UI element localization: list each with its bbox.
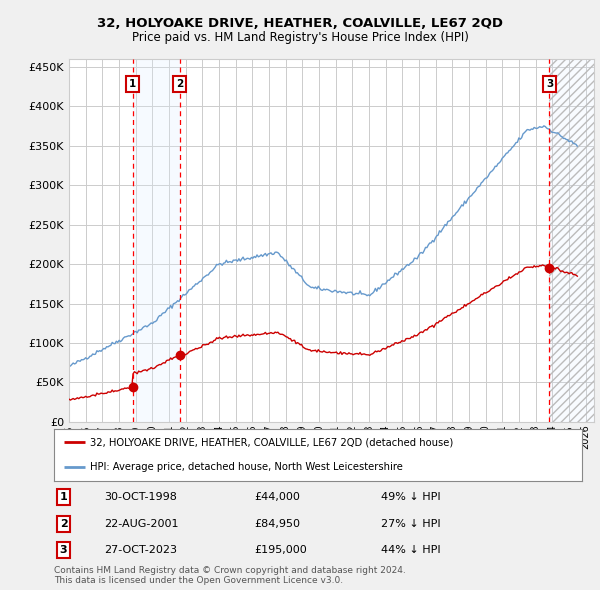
Text: 32, HOLYOAKE DRIVE, HEATHER, COALVILLE, LE67 2QD (detached house): 32, HOLYOAKE DRIVE, HEATHER, COALVILLE, … [90, 437, 453, 447]
Text: 1: 1 [59, 492, 67, 502]
Text: HPI: Average price, detached house, North West Leicestershire: HPI: Average price, detached house, Nort… [90, 463, 403, 473]
Text: 1: 1 [129, 80, 136, 90]
Text: 44% ↓ HPI: 44% ↓ HPI [382, 545, 441, 555]
Text: 3: 3 [59, 545, 67, 555]
Text: £195,000: £195,000 [254, 545, 307, 555]
Text: 32, HOLYOAKE DRIVE, HEATHER, COALVILLE, LE67 2QD: 32, HOLYOAKE DRIVE, HEATHER, COALVILLE, … [97, 17, 503, 30]
Text: 30-OCT-1998: 30-OCT-1998 [104, 492, 177, 502]
Text: 2: 2 [59, 519, 67, 529]
Text: 3: 3 [546, 80, 553, 90]
Text: 2: 2 [176, 80, 183, 90]
Bar [133, 59, 179, 422]
Text: Contains HM Land Registry data © Crown copyright and database right 2024.: Contains HM Land Registry data © Crown c… [54, 566, 406, 575]
Text: This data is licensed under the Open Government Licence v3.0.: This data is licensed under the Open Gov… [54, 576, 343, 585]
Bar [550, 59, 594, 422]
Text: Price paid vs. HM Land Registry's House Price Index (HPI): Price paid vs. HM Land Registry's House … [131, 31, 469, 44]
Bar [550, 59, 594, 422]
Text: 22-AUG-2001: 22-AUG-2001 [104, 519, 179, 529]
Text: 27% ↓ HPI: 27% ↓ HPI [382, 519, 441, 529]
Text: £84,950: £84,950 [254, 519, 301, 529]
Text: 27-OCT-2023: 27-OCT-2023 [104, 545, 177, 555]
Text: 49% ↓ HPI: 49% ↓ HPI [382, 492, 441, 502]
Text: £44,000: £44,000 [254, 492, 301, 502]
